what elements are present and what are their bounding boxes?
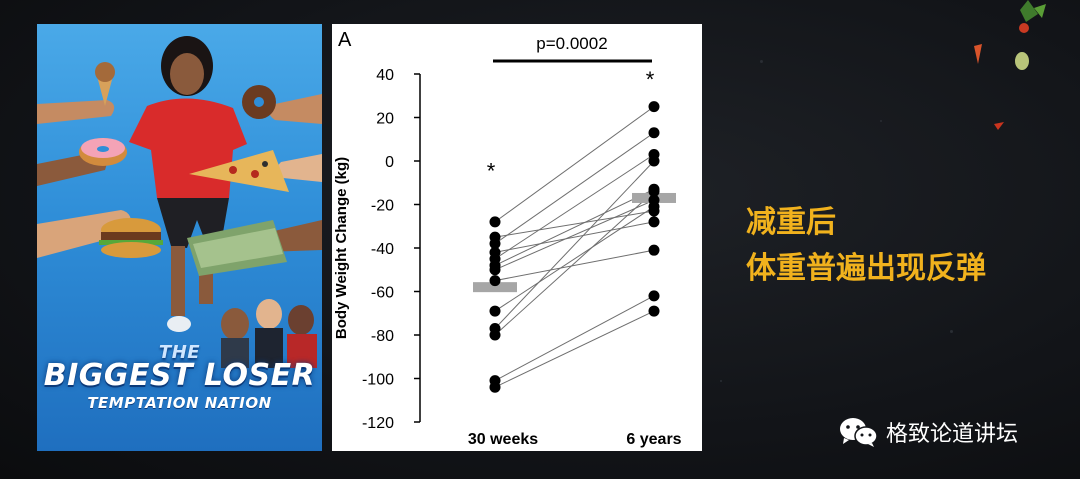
- background-speck: [720, 380, 722, 382]
- poster-illustration: [37, 36, 322, 368]
- paired-line: [494, 106, 655, 223]
- paired-line: [494, 221, 655, 253]
- y-tick-label: -60: [371, 285, 394, 302]
- y-tick-label: 40: [376, 67, 394, 84]
- significance-label: p=0.0002: [536, 34, 607, 53]
- paired-line: [494, 249, 655, 282]
- data-point-30-weeks: [489, 305, 501, 317]
- data-point-6-years: [648, 101, 660, 113]
- food-decoration-icon: [974, 0, 1046, 130]
- data-point-6-years: [648, 290, 660, 302]
- y-axis-label: Body Weight Change (kg): [333, 157, 350, 339]
- x-category-label: 6 years: [626, 431, 681, 448]
- background-speck: [950, 330, 953, 333]
- data-point-30-weeks: [489, 275, 501, 287]
- data-point-30-weeks: [489, 238, 501, 250]
- significance-star: *: [487, 158, 496, 183]
- paired-line: [494, 210, 655, 238]
- y-tick-label: -100: [362, 372, 394, 389]
- panel-label: A: [338, 29, 352, 51]
- y-tick-label: -80: [371, 328, 394, 345]
- data-point-6-years: [648, 244, 660, 256]
- data-point-6-years: [648, 216, 660, 228]
- y-tick-label: -20: [371, 198, 394, 215]
- wechat-icon: [840, 418, 878, 447]
- data-point-6-years: [648, 185, 660, 197]
- data-point-30-weeks: [489, 216, 501, 228]
- show-poster: THE BIGGEST LOSER TEMPTATION NATION: [37, 24, 322, 451]
- x-category-label: 30 weeks: [468, 431, 538, 448]
- y-tick-label: -120: [362, 415, 394, 432]
- background-speck: [880, 120, 882, 122]
- paired-line: [494, 188, 655, 266]
- caption-block: 减重后 体重普遍出现反弹: [746, 200, 986, 292]
- caption-line-1: 减重后: [746, 205, 836, 240]
- brand-name: 格致论道讲坛: [886, 422, 1019, 447]
- data-point-6-years: [648, 305, 660, 317]
- data-point-30-weeks: [489, 264, 501, 276]
- paired-line: [494, 206, 655, 312]
- y-tick-label: 0: [385, 154, 394, 171]
- paired-line: [494, 160, 655, 329]
- data-point-6-years: [648, 127, 660, 139]
- paired-line: [494, 132, 655, 245]
- data-point-30-weeks: [489, 381, 501, 393]
- poster-subtitle: TEMPTATION NATION: [87, 394, 272, 412]
- data-point-6-years: [648, 155, 660, 167]
- paired-line: [494, 310, 655, 388]
- poster-title-main: BIGGEST LOSER: [43, 358, 316, 393]
- y-tick-label: 20: [376, 111, 394, 128]
- significance-star: *: [646, 67, 655, 92]
- data-point-30-weeks: [489, 329, 501, 341]
- data-point-6-years: [648, 201, 660, 213]
- paired-line: [494, 191, 655, 336]
- caption-line-2: 体重普遍出现反弹: [746, 251, 986, 286]
- poster-title-the: THE: [158, 342, 201, 363]
- y-tick-label: -40: [371, 241, 394, 258]
- paired-line: [494, 154, 655, 260]
- background-speck: [760, 60, 763, 63]
- paired-line: [494, 295, 655, 382]
- weight-change-chart: A Body Weight Change (kg) 40 20 0 -20 -40 -60…: [332, 24, 702, 451]
- chart-canvas: A Body Weight Change (kg) 40 20 0 -20 -40 -60…: [333, 29, 682, 448]
- brand-watermark: 格致论道讲坛: [838, 414, 1018, 450]
- median-bar: [473, 282, 517, 293]
- paired-line: [494, 199, 655, 271]
